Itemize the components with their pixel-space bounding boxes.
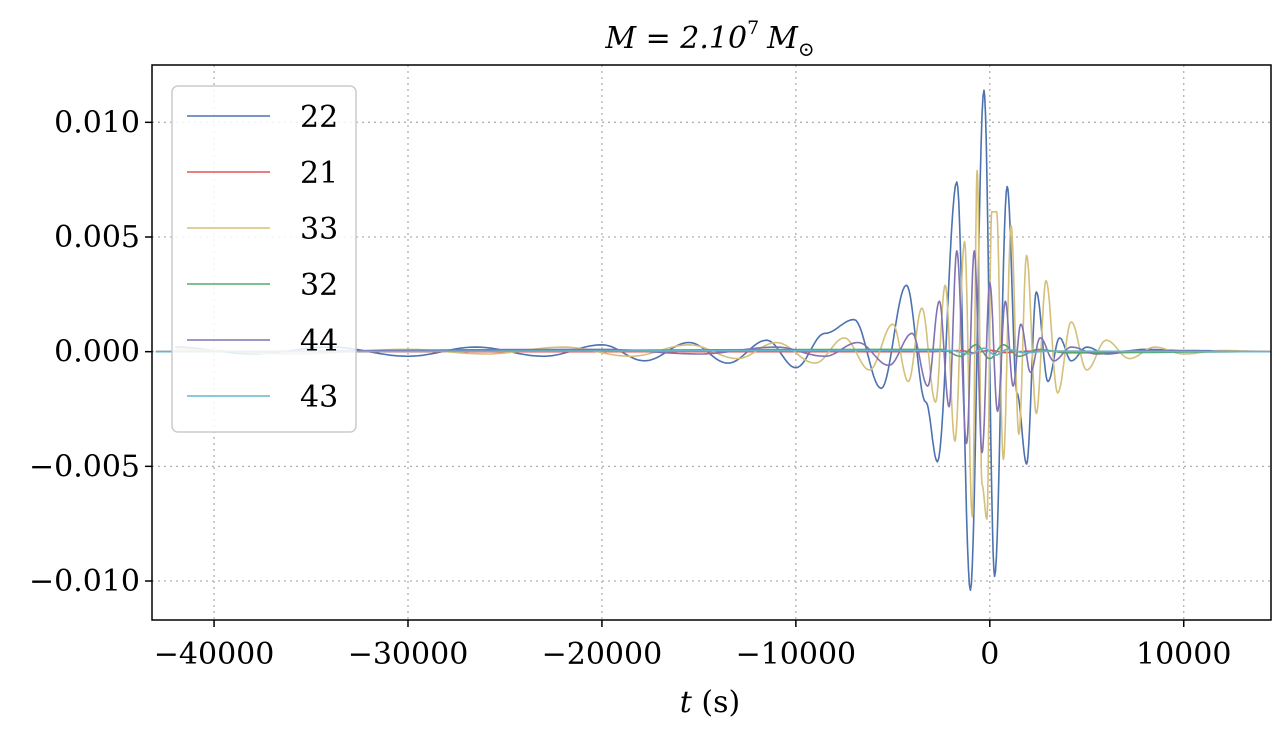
title-main: M = 2.10: [604, 21, 747, 56]
plot-frame: [151, 64, 1272, 621]
x-tick-label: 10000: [1136, 637, 1231, 672]
x-tick-label: −20000: [542, 637, 663, 672]
legend-label-33: 33: [300, 212, 338, 247]
legend: 22 21 33 32 44 43: [171, 85, 357, 433]
legend-label-43: 43: [300, 380, 338, 415]
series-line-44: [155, 250, 1271, 454]
legend-label-22: 22: [300, 100, 338, 135]
chart-title: M = 2.107 M⊙: [604, 17, 814, 61]
series-line-33: [175, 169, 1271, 520]
title-unit-subscript: ⊙: [798, 37, 815, 61]
x-ticks: −40000 −30000 −20000 −10000 0 10000: [154, 620, 1231, 672]
x-tick-label: −10000: [736, 637, 857, 672]
y-tick-label: 0.005: [54, 220, 140, 255]
legend-label-32: 32: [300, 268, 338, 303]
legend-label-44: 44: [300, 324, 338, 359]
title-unit: M: [766, 21, 799, 56]
x-tick-label: −40000: [154, 637, 275, 672]
x-tick-label: −30000: [348, 637, 469, 672]
y-ticks: 0.010 0.005 0.000 −0.005 −0.010: [29, 105, 152, 599]
legend-label-21: 21: [300, 156, 338, 191]
x-tick-label: 0: [980, 637, 999, 672]
y-tick-label: 0.000: [54, 335, 140, 370]
y-tick-label: −0.005: [29, 449, 140, 484]
series-line-43: [155, 347, 1271, 356]
y-tick-label: 0.010: [54, 105, 140, 140]
title-exponent: 7: [747, 17, 759, 39]
x-axis-label: t (s): [680, 685, 740, 720]
y-tick-label: −0.010: [29, 564, 140, 599]
series-layer: [155, 89, 1271, 591]
